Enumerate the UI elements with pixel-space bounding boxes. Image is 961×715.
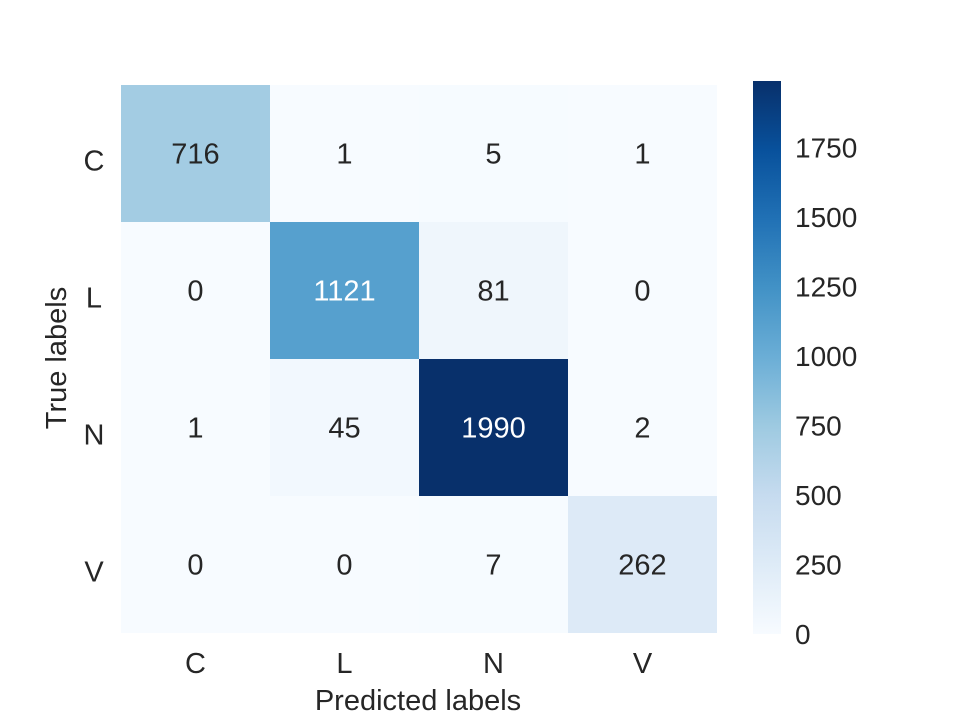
heatmap-cell-N-C [121,359,270,496]
heatmap-cell-N-V [568,359,717,496]
colorbar-tick-1750: 1750 [795,133,857,164]
colorbar-tick-500: 500 [795,480,842,511]
y-tick-L: L [86,283,102,315]
x-tick-V: V [633,648,653,680]
heatmap-cell-C-C [121,85,270,222]
cell-value-C-N: 5 [485,139,501,171]
y-axis-label: True labels [41,287,73,429]
colorbar-tick-1500: 1500 [795,202,857,233]
cell-value-V-L: 0 [336,550,352,582]
cell-value-C-V: 1 [634,139,650,171]
x-axis-label: Predicted labels [315,685,521,715]
colorbar-tick-0: 0 [795,619,811,650]
heatmap-cell-L-C [121,222,270,359]
colorbar-tick-1250: 1250 [795,272,857,303]
y-tick-C: C [84,146,105,178]
x-tick-L: L [336,648,352,680]
heatmap-cell-V-L [270,496,419,633]
cell-value-N-C: 1 [187,413,203,445]
heatmap-cell-V-V [568,496,717,633]
cell-value-N-N: 1990 [461,413,526,445]
colorbar-tick-1000: 1000 [795,341,857,372]
colorbar [753,81,781,634]
heatmap-cell-L-L [270,222,419,359]
heatmap-cell-labels: 716 1 5 1 0 1121 81 0 1 45 1990 2 0 0 7 262 [171,139,666,582]
heatmap-cell-C-N [419,85,568,222]
heatmap-cell-V-N [419,496,568,633]
cell-value-C-L: 1 [336,139,352,171]
y-axis-ticks: C L N V [84,146,105,589]
cell-value-V-V: 262 [618,550,666,582]
cell-value-L-V: 0 [634,276,650,308]
y-tick-V: V [84,557,104,589]
cell-value-V-C: 0 [187,550,203,582]
cell-value-L-C: 0 [187,276,203,308]
colorbar-tick-250: 250 [795,550,842,581]
heatmap-cell-C-V [568,85,717,222]
heatmap-cell-C-L [270,85,419,222]
cell-value-C-C: 716 [171,139,219,171]
heatmap-cell-V-C [121,496,270,633]
cell-value-V-N: 7 [485,550,501,582]
x-tick-C: C [185,648,206,680]
heatmap-cell-L-V [568,222,717,359]
cell-value-N-V: 2 [634,413,650,445]
x-tick-N: N [483,648,504,680]
colorbar-tick-750: 750 [795,411,842,442]
cell-value-N-L: 45 [328,413,360,445]
colorbar-ticks: 0 250 500 750 1000 1250 1500 1750 [795,133,857,650]
y-tick-N: N [84,420,105,452]
cell-value-L-L: 1121 [313,276,375,308]
heatmap-cell-N-L [270,359,419,496]
heatmap-cell-L-N [419,222,568,359]
heatmap-cell-N-N [419,359,568,496]
cell-value-L-N: 81 [477,276,509,308]
heatmap-cells [121,85,717,633]
